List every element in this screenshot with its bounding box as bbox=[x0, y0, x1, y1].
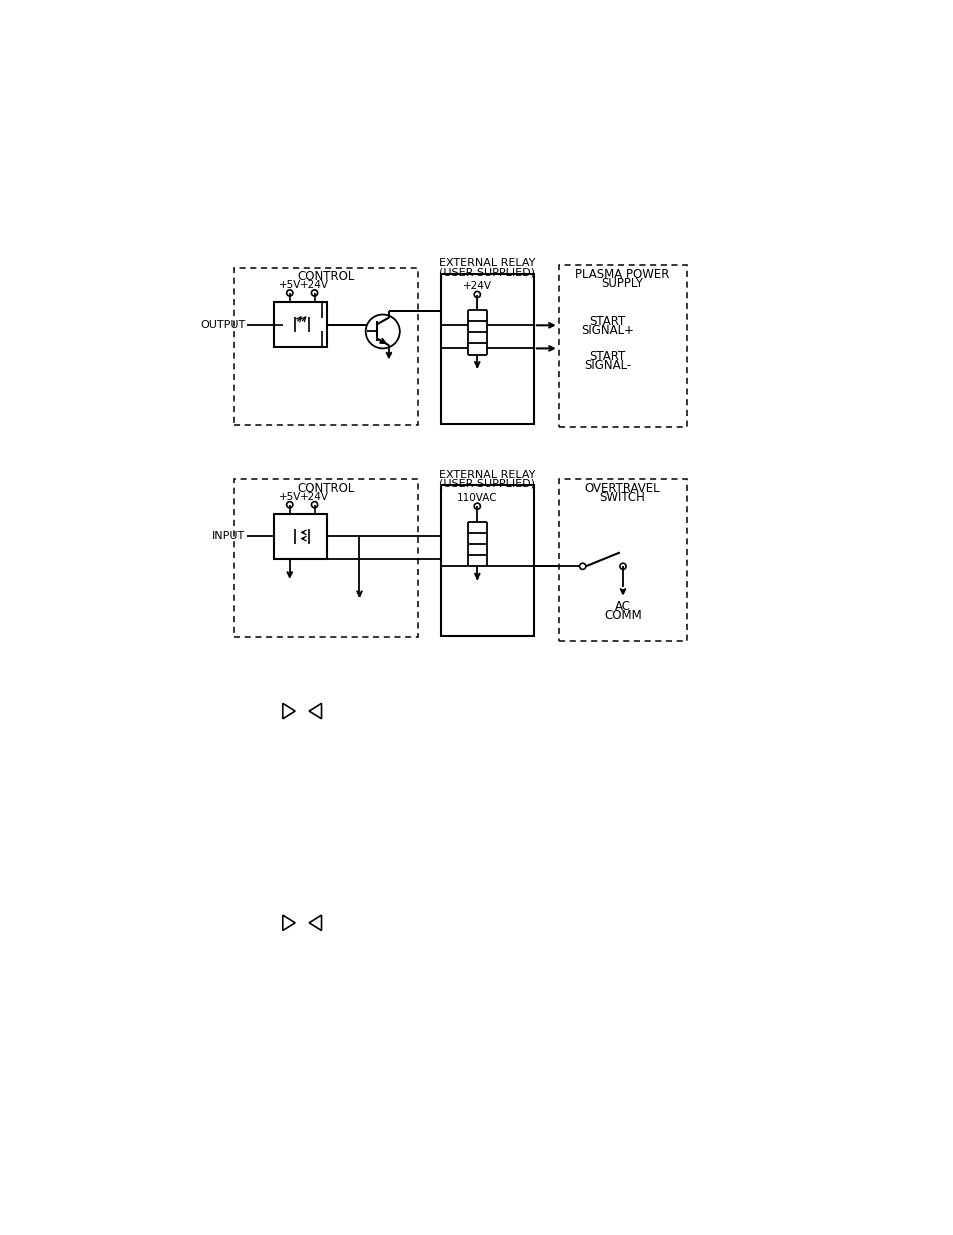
Text: +24V: +24V bbox=[462, 282, 492, 291]
Text: START: START bbox=[589, 315, 625, 329]
Bar bbox=[274, 303, 327, 347]
Text: 110VAC: 110VAC bbox=[456, 493, 497, 503]
Bar bbox=[274, 514, 327, 558]
Bar bbox=[558, 479, 686, 641]
Text: +24V: +24V bbox=[300, 492, 329, 501]
Circle shape bbox=[474, 503, 480, 509]
Text: +5V: +5V bbox=[278, 492, 300, 501]
Text: (USER SUPPLIED): (USER SUPPLIED) bbox=[439, 267, 535, 277]
Circle shape bbox=[579, 563, 585, 569]
Text: AC: AC bbox=[615, 600, 630, 613]
Circle shape bbox=[619, 563, 625, 569]
Text: SIGNAL-: SIGNAL- bbox=[583, 359, 631, 372]
Text: (USER SUPPLIED): (USER SUPPLIED) bbox=[439, 479, 535, 489]
Circle shape bbox=[474, 291, 480, 298]
Bar bbox=[440, 485, 534, 636]
Text: SWITCH: SWITCH bbox=[598, 492, 644, 504]
Text: COMM: COMM bbox=[603, 609, 641, 622]
Bar bbox=[233, 268, 418, 425]
Text: PLASMA POWER: PLASMA POWER bbox=[575, 268, 669, 282]
Circle shape bbox=[311, 501, 317, 508]
Bar bbox=[558, 266, 686, 427]
Circle shape bbox=[365, 315, 399, 348]
Text: +5V: +5V bbox=[278, 280, 300, 290]
Text: OVERTRAVEL: OVERTRAVEL bbox=[584, 482, 659, 495]
Text: INPUT: INPUT bbox=[213, 531, 245, 541]
Bar bbox=[233, 479, 418, 637]
Circle shape bbox=[286, 290, 293, 296]
Text: START: START bbox=[589, 350, 625, 363]
Text: SUPPLY: SUPPLY bbox=[600, 277, 642, 290]
Text: CONTROL: CONTROL bbox=[297, 270, 355, 283]
Circle shape bbox=[311, 290, 317, 296]
Text: EXTERNAL RELAY: EXTERNAL RELAY bbox=[438, 469, 535, 479]
Text: SIGNAL+: SIGNAL+ bbox=[580, 325, 634, 337]
Text: CONTROL: CONTROL bbox=[297, 482, 355, 495]
Text: EXTERNAL RELAY: EXTERNAL RELAY bbox=[438, 258, 535, 268]
Circle shape bbox=[286, 501, 293, 508]
Bar bbox=[440, 274, 534, 424]
Text: +24V: +24V bbox=[300, 280, 329, 290]
Text: OUTPUT: OUTPUT bbox=[200, 320, 245, 330]
